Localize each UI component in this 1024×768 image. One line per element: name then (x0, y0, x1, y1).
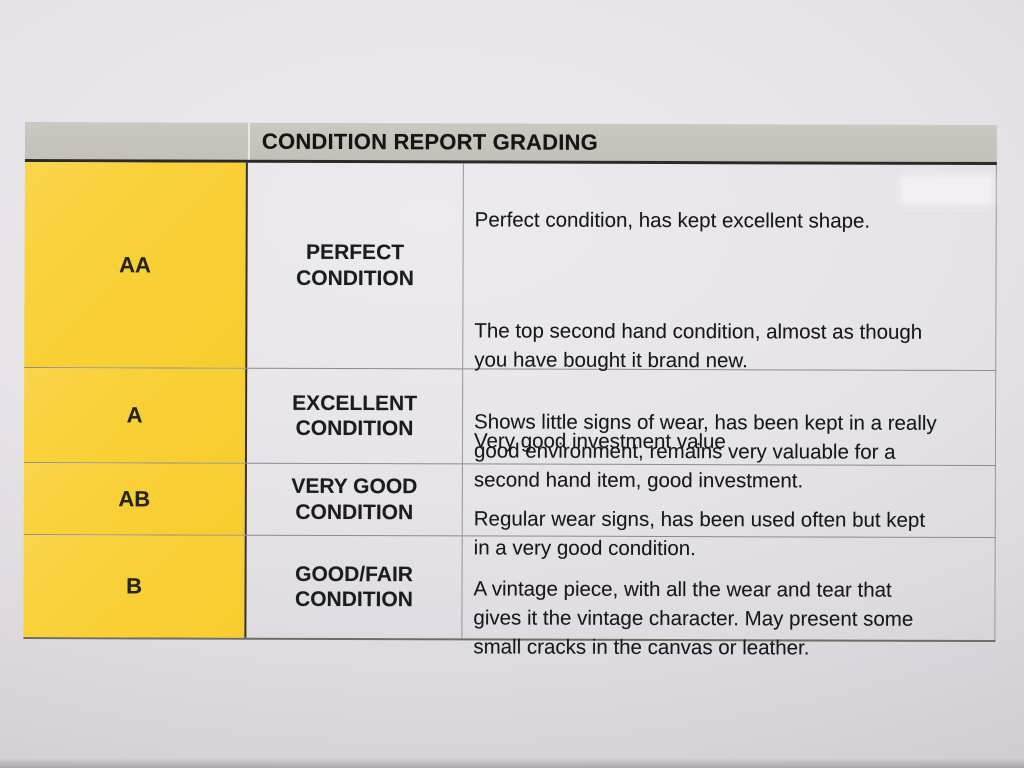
grade-row-aa: AA PERFECT CONDITION Perfect condition, … (24, 161, 997, 453)
description-cell-b: A vintage piece, with all the wear and t… (462, 536, 996, 659)
photo-edge-shadow (0, 758, 1024, 768)
description-cell-a: Shows little signs of wear, has been kep… (462, 369, 997, 492)
table-title: CONDITION REPORT GRADING (261, 128, 599, 155)
description-paragraph: The top second hand condition, almost as… (474, 319, 923, 373)
condition-label-ab: VERY GOOD CONDITION (246, 463, 463, 536)
table-header-row: CONDITION REPORT GRADING (24, 122, 997, 166)
condition-label-aa: PERFECT CONDITION (247, 162, 464, 369)
grade-row-a: A EXCELLENT CONDITION Shows little signs… (23, 367, 997, 492)
description-paragraph: A vintage piece, with all the wear and t… (473, 577, 914, 660)
grade-row-b: B GOOD/FAIR CONDITION A vintage piece, w… (23, 534, 996, 659)
condition-label-b: GOOD/FAIR CONDITION (246, 535, 463, 639)
grade-cell-a: A (23, 367, 248, 463)
grade-row-ab: AB VERY GOOD CONDITION Regular wear sign… (23, 462, 996, 560)
grade-cell-ab: AB (23, 462, 247, 535)
description-cell-ab: Regular wear signs, has been used often … (462, 464, 996, 560)
correction-patch (903, 177, 991, 203)
condition-grading-table: CONDITION REPORT GRADING AA PERFECT COND… (23, 122, 997, 659)
grade-cell-b: B (23, 534, 247, 638)
table-title-cell: CONDITION REPORT GRADING (250, 123, 997, 162)
grade-cell-aa: AA (24, 161, 248, 368)
description-paragraph: Perfect condition, has kept excellent sh… (474, 208, 871, 233)
condition-label-a: EXCELLENT CONDITION (246, 368, 464, 464)
table-header-corner (25, 122, 248, 160)
